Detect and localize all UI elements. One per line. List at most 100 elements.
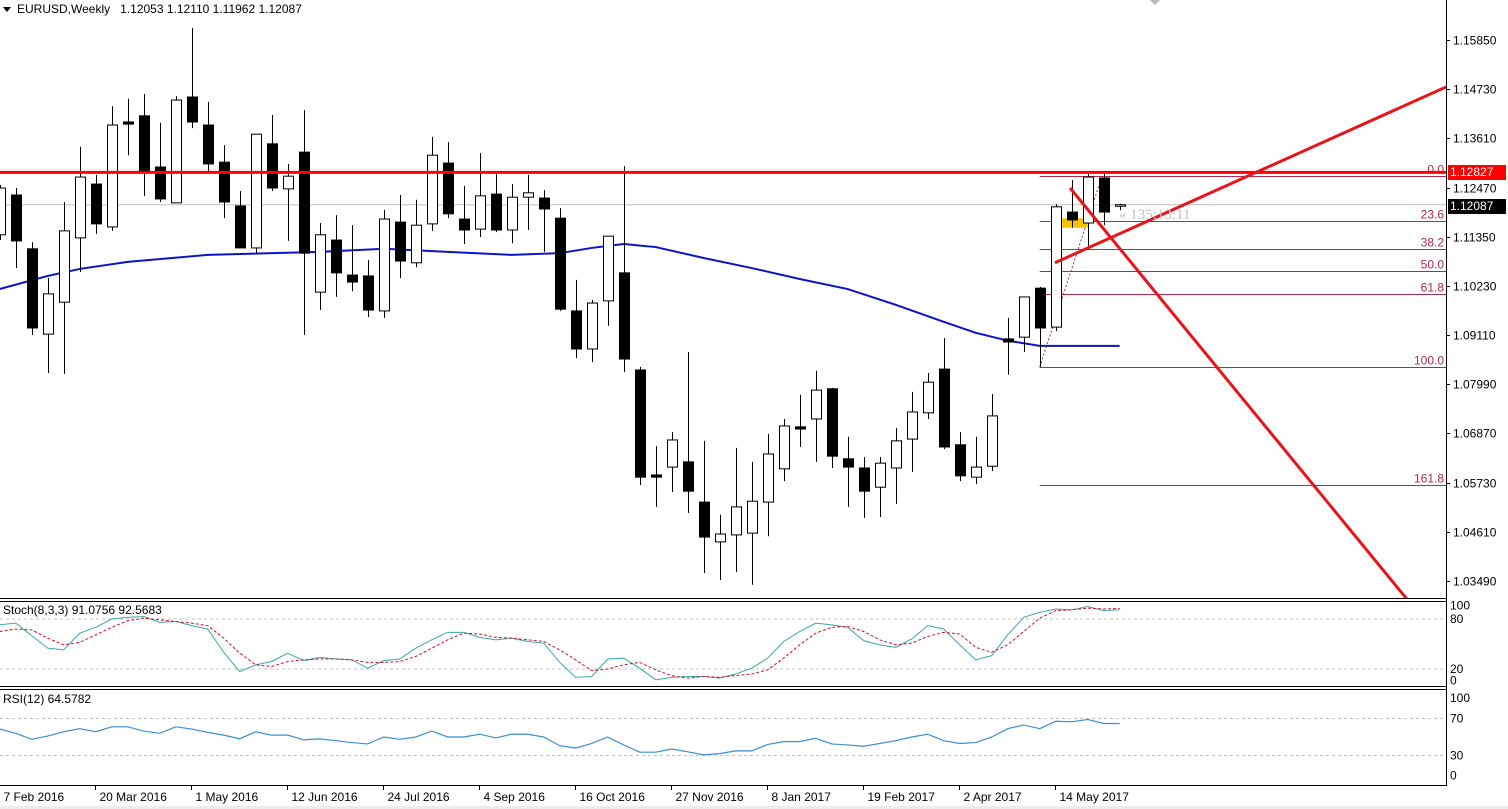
candle[interactable] bbox=[0, 184, 6, 241]
candle[interactable] bbox=[907, 391, 918, 472]
rsi-panel[interactable] bbox=[0, 718, 1446, 756]
candle[interactable] bbox=[923, 373, 934, 419]
main-price-panel[interactable]: 0.0 23.6 38.2 50.0 61.8 100.0 161.8 bbox=[0, 27, 1446, 600]
candle[interactable] bbox=[171, 96, 182, 204]
candle[interactable] bbox=[395, 194, 406, 279]
candle[interactable] bbox=[491, 174, 502, 233]
candle[interactable] bbox=[27, 242, 38, 335]
candle[interactable] bbox=[747, 461, 758, 585]
candle[interactable] bbox=[731, 447, 742, 573]
descending-trendline[interactable] bbox=[1068, 187, 1408, 600]
candle-body-bearish bbox=[347, 274, 358, 283]
candle[interactable] bbox=[203, 101, 214, 172]
candle-body-bearish bbox=[11, 194, 22, 242]
candle[interactable] bbox=[1035, 286, 1046, 367]
candle-body-bullish bbox=[59, 230, 70, 303]
object-marker-icon[interactable] bbox=[1150, 0, 1160, 5]
candle[interactable] bbox=[651, 446, 662, 507]
candle[interactable] bbox=[155, 122, 166, 202]
candle[interactable] bbox=[699, 440, 710, 573]
candle[interactable] bbox=[763, 433, 774, 537]
candle[interactable] bbox=[475, 153, 486, 237]
fib-level-label: 50.0 bbox=[1421, 258, 1445, 272]
candle[interactable] bbox=[523, 174, 534, 230]
candle-body-bullish bbox=[43, 293, 54, 335]
candle[interactable] bbox=[235, 191, 246, 249]
candle[interactable] bbox=[955, 432, 966, 482]
candle[interactable] bbox=[827, 387, 838, 468]
rsi-scale-label: 30 bbox=[1450, 749, 1464, 763]
candle[interactable] bbox=[507, 184, 518, 244]
candle[interactable] bbox=[555, 208, 566, 311]
candle[interactable] bbox=[379, 209, 390, 318]
candle[interactable] bbox=[1051, 204, 1062, 332]
candle[interactable] bbox=[91, 174, 102, 234]
candle[interactable] bbox=[635, 366, 646, 486]
candle[interactable] bbox=[347, 225, 358, 292]
candle[interactable] bbox=[971, 436, 982, 485]
candle[interactable] bbox=[11, 188, 22, 269]
candle[interactable] bbox=[1099, 173, 1110, 226]
stoch-main-line[interactable] bbox=[0, 605, 1120, 681]
highlight-rectangle[interactable] bbox=[1060, 218, 1088, 228]
candle[interactable] bbox=[1003, 317, 1014, 375]
candle[interactable] bbox=[843, 436, 854, 507]
candle[interactable] bbox=[75, 146, 86, 272]
stochastic-panel[interactable] bbox=[0, 605, 1446, 681]
ascending-trendline[interactable] bbox=[1054, 85, 1446, 265]
candle[interactable] bbox=[587, 299, 598, 363]
candle-body-bearish bbox=[843, 458, 854, 468]
candle[interactable] bbox=[1067, 180, 1078, 228]
candle[interactable] bbox=[875, 457, 886, 517]
candle[interactable] bbox=[283, 163, 294, 241]
candle[interactable] bbox=[363, 260, 374, 318]
fib-swing-line[interactable] bbox=[1039, 175, 1103, 368]
candle-body-bearish bbox=[299, 151, 310, 254]
stoch-signal-line[interactable] bbox=[0, 607, 1120, 679]
candle[interactable] bbox=[859, 457, 870, 518]
rsi-line[interactable] bbox=[0, 718, 1120, 756]
candle[interactable] bbox=[811, 370, 822, 462]
candle[interactable] bbox=[251, 133, 262, 255]
candle[interactable] bbox=[667, 432, 678, 493]
date-label: 2 Apr 2017 bbox=[964, 790, 1022, 804]
candle[interactable] bbox=[43, 278, 54, 374]
candle[interactable] bbox=[779, 418, 790, 482]
candle[interactable] bbox=[411, 199, 422, 268]
candle[interactable] bbox=[619, 166, 630, 373]
price-tick-label: 1.12470 bbox=[1453, 182, 1497, 196]
date-label: 20 Mar 2016 bbox=[100, 790, 168, 804]
candle[interactable] bbox=[1019, 296, 1030, 353]
candle[interactable] bbox=[219, 145, 230, 219]
candle[interactable] bbox=[683, 352, 694, 514]
candle[interactable] bbox=[795, 394, 806, 447]
candle[interactable] bbox=[571, 279, 582, 359]
candle[interactable] bbox=[427, 136, 438, 231]
candle[interactable] bbox=[987, 394, 998, 472]
candle[interactable] bbox=[715, 514, 726, 580]
candle[interactable] bbox=[459, 185, 470, 244]
candle[interactable] bbox=[299, 110, 310, 335]
date-label: 19 Feb 2017 bbox=[868, 790, 936, 804]
candle[interactable] bbox=[939, 338, 950, 450]
candle[interactable] bbox=[107, 106, 118, 231]
candle[interactable] bbox=[331, 215, 342, 297]
candle[interactable] bbox=[59, 201, 70, 374]
candle[interactable] bbox=[187, 27, 198, 129]
candle[interactable] bbox=[443, 142, 454, 219]
candle[interactable] bbox=[123, 98, 134, 156]
dropdown-triangle-icon[interactable] bbox=[3, 6, 11, 12]
price-tick-label: 1.10230 bbox=[1453, 280, 1497, 294]
candle[interactable] bbox=[267, 114, 278, 192]
candle[interactable] bbox=[315, 222, 326, 311]
candle[interactable] bbox=[891, 428, 902, 504]
bottom-strip bbox=[0, 806, 1508, 809]
candle[interactable] bbox=[539, 190, 550, 252]
candle[interactable] bbox=[1115, 203, 1126, 211]
stoch-scale-label: 20 bbox=[1450, 662, 1464, 676]
moving-average-line[interactable] bbox=[0, 242, 1120, 347]
candle[interactable] bbox=[139, 93, 150, 196]
stoch-scale-label: 100 bbox=[1450, 598, 1470, 612]
candle[interactable] bbox=[603, 235, 614, 326]
